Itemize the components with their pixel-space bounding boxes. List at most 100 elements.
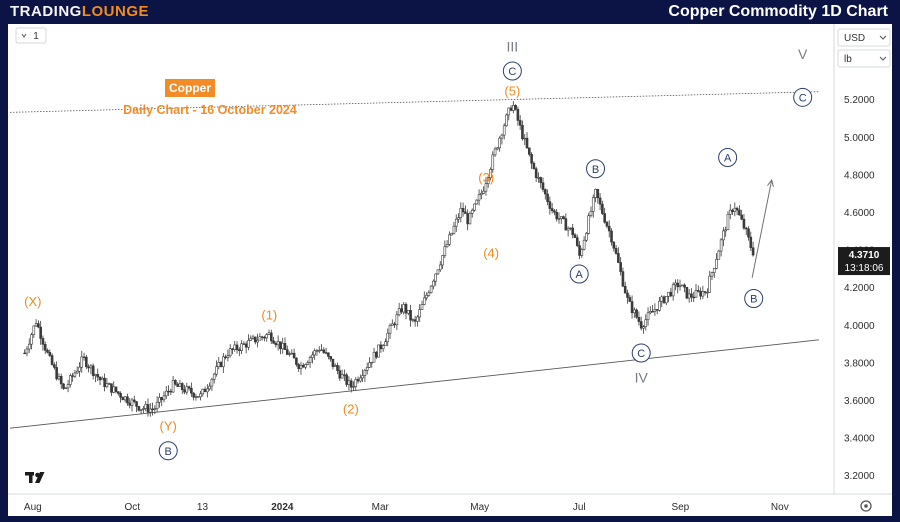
candle (384, 338, 387, 346)
candle (103, 373, 106, 392)
candle (411, 318, 415, 323)
candle-body (91, 365, 95, 376)
candle-body (660, 296, 664, 302)
candle-body (418, 309, 422, 318)
y-tick-label: 3.8000 (844, 358, 875, 369)
candle (206, 384, 209, 398)
candle (480, 189, 483, 200)
candle (667, 291, 670, 303)
candle-body (34, 323, 38, 327)
candle (53, 362, 56, 370)
candle (114, 386, 118, 394)
candle (457, 213, 460, 223)
candle-body (356, 379, 360, 382)
candle (135, 401, 138, 413)
candle-body (571, 227, 574, 236)
candle (653, 303, 657, 316)
candle (238, 347, 241, 357)
candle-body (733, 207, 737, 212)
candle (37, 320, 40, 329)
unit-selector[interactable]: lb (837, 49, 891, 68)
candle-body (37, 323, 40, 328)
candle (541, 177, 545, 193)
candle-body (427, 292, 431, 296)
candle (377, 344, 380, 358)
candle-body (338, 370, 342, 379)
candle (438, 261, 442, 272)
candle (340, 369, 344, 379)
x-tick-label: Aug (24, 502, 42, 513)
candle-body (525, 137, 529, 149)
candle (164, 386, 168, 400)
candle-body (381, 345, 385, 350)
candle-body (626, 292, 629, 298)
candle-body (450, 232, 453, 236)
candle (464, 205, 467, 214)
candle-body (119, 393, 122, 398)
candle (486, 176, 490, 188)
chart-title: Copper Commodity 1D Chart (668, 3, 888, 20)
candle-body (635, 309, 638, 318)
candle-body (46, 349, 49, 353)
candle-body (73, 372, 77, 377)
candle (685, 286, 689, 300)
wave-label-circle (569, 264, 589, 284)
candle-body (639, 321, 643, 329)
wave-label-circled: C (793, 87, 813, 107)
candle (174, 379, 177, 386)
candle (665, 296, 668, 306)
chart-svg[interactable]: 5.40005.20005.00004.80004.60004.40004.20… (8, 24, 892, 516)
brand-logo: TRADINGLOUNGE (10, 3, 149, 20)
candle (363, 368, 367, 382)
y-tick-label: 4.8000 (844, 170, 875, 181)
candle-body (75, 370, 79, 374)
candle (199, 390, 202, 401)
candle (98, 376, 102, 386)
candle-body (222, 356, 225, 367)
candle-body (306, 362, 310, 365)
candle (655, 309, 659, 315)
candle (687, 288, 691, 303)
candle-body (416, 316, 419, 322)
candle-body (742, 218, 746, 229)
candle-body (43, 344, 47, 351)
candle-body (735, 207, 739, 211)
candle-body (591, 197, 595, 212)
brand-part-lounge: LOUNGE (81, 3, 149, 20)
candle-body (550, 208, 554, 212)
candle (528, 147, 531, 157)
candle-body (605, 221, 609, 227)
candle (719, 238, 723, 257)
candle (281, 337, 285, 354)
settings-gear-icon[interactable] (860, 500, 872, 512)
candle (356, 376, 360, 384)
candle-body (297, 364, 300, 369)
wave-label-circle (586, 159, 606, 179)
candle-body (621, 271, 625, 287)
candle-body (728, 209, 732, 215)
candle-body (738, 209, 741, 216)
candle (587, 212, 590, 235)
candle (747, 226, 750, 241)
candle (744, 226, 748, 236)
interval-button[interactable]: 1 (15, 27, 47, 44)
candle-body (320, 349, 323, 351)
x-tick-label: May (470, 502, 489, 513)
candle (397, 302, 401, 317)
tv-logo-slash (35, 472, 45, 483)
candle-body (496, 147, 499, 150)
candle-body (505, 114, 508, 127)
candle (235, 341, 239, 354)
scale-selectors[interactable]: USD lb (837, 28, 891, 68)
candle-body (388, 325, 392, 334)
candle-body (164, 390, 168, 397)
bar-countdown: 13:18:06 (845, 263, 884, 274)
currency-selector[interactable]: USD (837, 28, 891, 47)
candle (190, 382, 193, 397)
candle-body (585, 233, 588, 241)
candle-body (272, 340, 275, 344)
candle (425, 292, 428, 301)
candle-body (87, 366, 90, 369)
chevron-down-icon (21, 33, 27, 38)
candle-body (692, 296, 696, 299)
